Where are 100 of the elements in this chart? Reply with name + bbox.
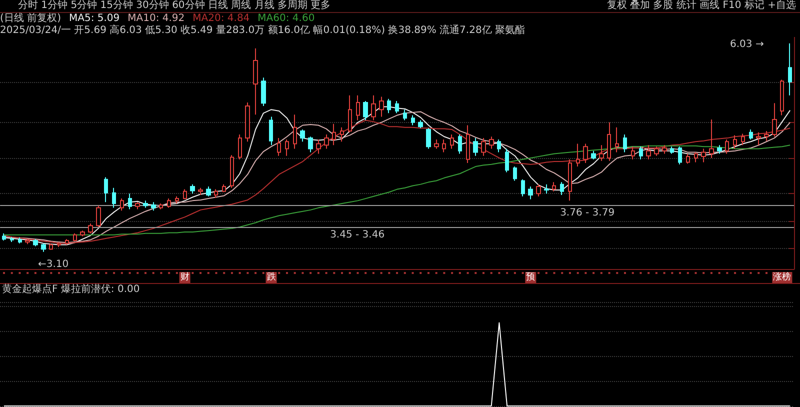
candlestick: [214, 188, 218, 198]
text: MA5: 5.09: [68, 13, 120, 24]
x-tick-label: 财: [180, 272, 190, 282]
candlestick: [701, 148, 706, 163]
candlestick: [80, 230, 85, 237]
candlestick: [269, 116, 273, 146]
candlestick: [308, 136, 313, 153]
candlestick: [371, 94, 376, 121]
candlestick: [348, 94, 352, 133]
candlestick: [450, 134, 454, 150]
candlestick: [104, 176, 108, 203]
candlestick: [764, 130, 769, 142]
candlestick: [222, 184, 226, 193]
x-tick-label: 涨榜: [773, 272, 792, 282]
candlestick: [591, 150, 596, 160]
candlestick: [654, 146, 659, 156]
text: MA10: 4.92: [128, 13, 185, 25]
candlestick: [379, 96, 384, 118]
candlestick: [10, 236, 14, 242]
candlestick: [33, 238, 38, 247]
candlestick: [65, 238, 69, 246]
candlestick: [678, 146, 682, 165]
candlestick: [536, 184, 541, 197]
candlestick: [88, 222, 93, 234]
candlestick: [49, 242, 53, 250]
candlestick: [583, 143, 588, 164]
candlestick: [57, 241, 61, 248]
candlestick: [756, 132, 761, 146]
chart-title: (日线 前复权): [0, 13, 61, 25]
candlestick: [356, 94, 360, 121]
x-tick-label: 预: [526, 272, 536, 282]
candlestick: [395, 100, 399, 114]
chart-subtitle: 2025/03/24/一 开5.69 高6.03 低5.30 收5.49 量283.0万 额16.0亿 幅0.01(0.18%) 换38.89% 流通7.28亿 聚氨酯: [0, 25, 526, 37]
candlestick: [426, 128, 431, 150]
candlestick: [96, 205, 101, 228]
candlestick: [128, 193, 132, 210]
candlestick: [190, 184, 195, 194]
candlestick: [363, 100, 368, 121]
candlestick: [324, 134, 329, 150]
candlestick: [458, 134, 462, 154]
candlestick: [332, 123, 336, 146]
annotation: ←3.10: [38, 258, 69, 270]
candlestick: [749, 129, 753, 140]
candlestick: [143, 200, 148, 208]
candlestick: [387, 98, 391, 114]
candlestick: [662, 144, 667, 154]
candlestick: [670, 146, 674, 154]
candlestick: [505, 148, 509, 173]
candlestick: [73, 232, 77, 242]
text: MA60: 4.60: [258, 13, 315, 24]
candlestick: [568, 158, 572, 202]
candlestick: [607, 122, 611, 162]
text: 分时 1分钟 5分钟 15分钟 30分钟 60分钟 日线 周线 月线 多周期 更多: [17, 0, 331, 12]
candlestick: [230, 154, 234, 188]
chart-title: 黄金起爆点F 爆拉前潜伏: 0.00: [0, 283, 800, 296]
candlestick: [403, 109, 407, 121]
ref-line-label: 3.76 - 3.79: [560, 207, 615, 218]
candlestick: [694, 152, 698, 163]
candlestick: [300, 129, 305, 142]
candlestick: [238, 134, 242, 160]
candlestick: [285, 138, 289, 156]
candlestick: [560, 182, 564, 196]
candlestick: [167, 198, 171, 208]
candlestick: [293, 114, 297, 150]
candlestick: [112, 187, 116, 208]
candlestick: [576, 143, 580, 168]
candlestick: [552, 182, 556, 192]
candlestick: [741, 133, 745, 146]
candlestick: [206, 186, 211, 197]
candlestick: [120, 198, 124, 212]
candlestick: [198, 187, 203, 196]
candlestick: [639, 146, 643, 160]
candlestick: [686, 153, 690, 164]
candlestick: [316, 138, 321, 154]
candlestick: [277, 138, 281, 156]
candlestick: [733, 134, 737, 150]
candlestick: [466, 124, 470, 164]
candlestick: [18, 237, 22, 244]
candlestick: [434, 138, 439, 150]
candlestick: [418, 120, 423, 129]
candlestick: [780, 79, 784, 116]
x-tick-label: 跌: [266, 272, 276, 282]
candlestick: [245, 102, 250, 142]
text: MA20: 4.84: [192, 13, 250, 25]
candlestick: [615, 126, 619, 153]
candlestick: [2, 232, 6, 242]
candlestick: [481, 138, 486, 156]
candlestick: [528, 186, 533, 200]
candlestick: [497, 138, 501, 153]
candlestick: [631, 146, 635, 160]
candlestick: [151, 202, 156, 212]
candlestick: [25, 238, 30, 245]
candlestick: [135, 202, 140, 210]
candlestick: [175, 196, 179, 204]
candlestick: [717, 144, 722, 154]
candlestick: [340, 126, 344, 142]
candlestick: [709, 119, 714, 158]
candlestick: [725, 138, 729, 154]
candlestick: [623, 134, 627, 153]
candlestick: [646, 144, 651, 160]
